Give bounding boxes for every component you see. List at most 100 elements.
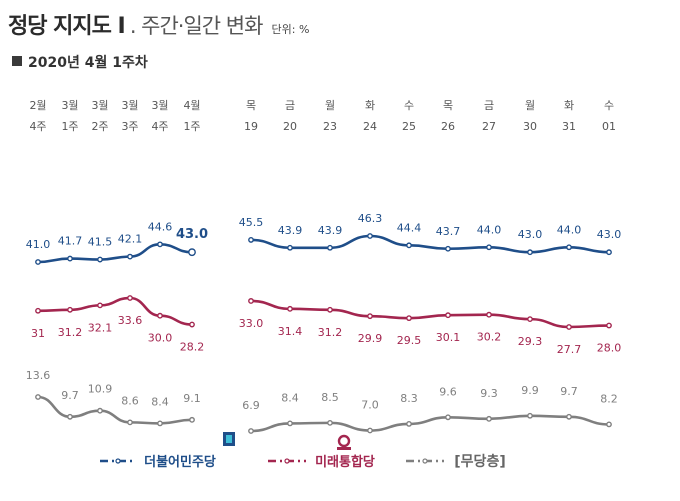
data-point: [189, 416, 195, 423]
data-point: [157, 312, 163, 319]
data-label: 43.9: [318, 224, 343, 237]
title-main: 정당 지지도 Ⅰ: [8, 14, 126, 39]
series-line-united-future: [37, 296, 193, 326]
x-tick-label-top: 목: [443, 99, 453, 112]
title-sub: . 주간·일간 변화: [129, 14, 264, 38]
x-tick-label-top: 4월: [183, 99, 200, 112]
x-tick-label-bottom: 27: [482, 120, 496, 133]
x-tick-label-top: 목: [246, 99, 256, 112]
data-label: 8.4: [151, 395, 169, 408]
x-tick-label-bottom: 20: [283, 120, 297, 133]
data-label: 31: [31, 327, 45, 340]
data-point: [35, 259, 41, 265]
data-label: 43.0: [518, 228, 543, 241]
legend-marker: [422, 458, 428, 464]
data-label: 9.7: [560, 385, 578, 398]
data-label: 30.0: [148, 332, 173, 345]
data-point: [445, 312, 451, 319]
data-label: 10.9: [88, 383, 113, 396]
logo-ring: [337, 434, 351, 448]
data-label: 42.1: [118, 233, 143, 246]
data-point: [367, 427, 373, 434]
x-tick-label-top: 3월: [151, 99, 168, 112]
x-tick-label-bottom: 4주: [29, 120, 46, 133]
data-label: 29.5: [397, 334, 422, 347]
data-point: [127, 419, 133, 426]
x-tick-label-bottom: 25: [402, 120, 416, 133]
data-label: 8.4: [281, 391, 299, 404]
x-tick-label-top: 2월: [29, 99, 46, 112]
data-point: [327, 244, 333, 251]
series-line-democratic: [37, 243, 193, 264]
data-point: [527, 316, 533, 323]
data-point: [406, 315, 412, 322]
data-point: [606, 322, 612, 329]
square-bullet-icon: [12, 56, 22, 66]
data-label: 7.0: [361, 398, 379, 411]
data-label: 44.0: [557, 223, 582, 236]
data-point: [566, 413, 572, 420]
x-tick-label-bottom: 4주: [151, 120, 168, 133]
data-point: [67, 413, 73, 420]
data-point: [248, 298, 254, 304]
series-line-united-future: [250, 299, 610, 329]
data-label: 6.9: [242, 399, 260, 412]
x-tick-label-top: 금: [285, 99, 295, 112]
data-point: [367, 313, 373, 320]
chart-title: 정당 지지도 Ⅰ . 주간·일간 변화 단위: %: [8, 8, 309, 40]
data-point: [248, 428, 254, 434]
data-label: 43.7: [436, 225, 461, 238]
data-point: [406, 420, 412, 427]
data-point: [127, 295, 133, 301]
x-tick-label-top: 화: [564, 99, 574, 112]
data-point: [527, 249, 533, 256]
data-label: 30.2: [477, 331, 502, 344]
data-point: [97, 302, 103, 309]
data-label: 32.1: [88, 321, 113, 334]
data-point: [35, 307, 41, 314]
data-label: 31.2: [318, 326, 343, 339]
data-label: 44.6: [148, 220, 173, 233]
data-label: 13.6: [26, 369, 51, 382]
data-label: 41.7: [58, 235, 83, 248]
data-point: [287, 305, 293, 312]
data-label: 41.0: [26, 238, 51, 251]
data-label: 43.9: [278, 224, 303, 237]
period-label: 2020년 4월 1주차: [12, 52, 148, 72]
united-future-party-logo-icon: [337, 434, 351, 450]
x-tick-label-bottom: 1주: [61, 120, 78, 133]
data-label: 8.6: [121, 394, 139, 407]
x-tick-label-top: 수: [404, 99, 414, 112]
legend-marker: [115, 458, 121, 464]
legend-label-democratic: 더불어민주당: [144, 454, 216, 470]
data-point: [127, 253, 133, 260]
x-tick-label-top: 화: [365, 99, 375, 112]
data-point: [486, 311, 492, 318]
series-line-independent: [37, 395, 193, 425]
data-label: 43.0: [176, 227, 208, 242]
data-point: [486, 244, 492, 251]
x-tick-label-top: 3월: [91, 99, 108, 112]
data-point: [445, 414, 451, 421]
data-point: [188, 248, 196, 257]
data-label: 45.5: [239, 216, 264, 229]
data-point: [367, 233, 373, 239]
x-tick-label-top: 월: [325, 99, 335, 112]
data-label: 44.0: [477, 223, 502, 236]
x-tick-label-top: 금: [484, 99, 494, 112]
data-point: [67, 306, 73, 313]
series-line-democratic: [250, 234, 610, 254]
x-tick-label-bottom: 3주: [121, 120, 138, 133]
data-label: 29.9: [358, 332, 383, 345]
data-point: [67, 255, 73, 262]
legend-marker: [284, 458, 290, 464]
data-label: 31.2: [58, 326, 83, 339]
data-label: 31.4: [278, 325, 303, 338]
data-point: [248, 237, 254, 243]
data-label: 9.1: [183, 392, 201, 405]
data-point: [606, 421, 612, 428]
x-tick-label-bottom: 1주: [183, 120, 200, 133]
x-tick-label-bottom: 19: [244, 120, 258, 133]
data-point: [566, 324, 572, 330]
